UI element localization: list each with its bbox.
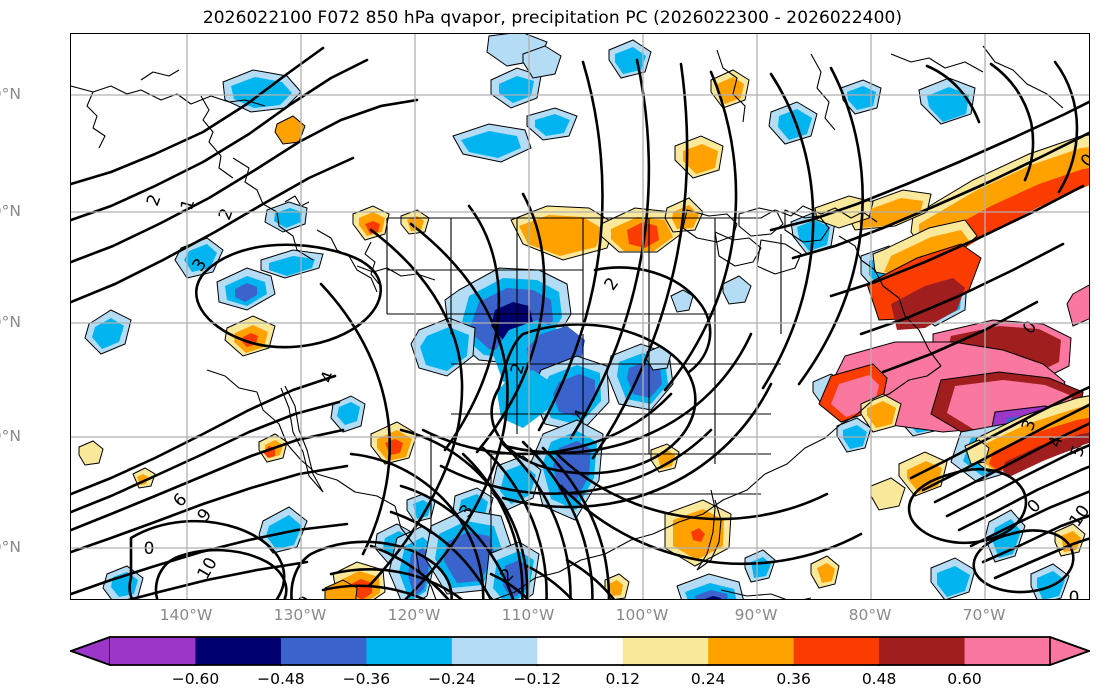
colorbar-tick-label: 0.12 (605, 670, 640, 688)
x-tick-label: 110°W (501, 606, 555, 624)
shaded-anomaly-field (78, 34, 1089, 599)
y-tick-label: 30°N (0, 427, 21, 445)
y-tick-label: 50°N (0, 202, 21, 220)
contour-label: 1 (177, 197, 199, 213)
colorbar-tick-label: −0.12 (513, 670, 562, 688)
x-tick-label: 130°W (273, 606, 327, 624)
colorbar-band (622, 637, 709, 665)
contour-label: 0 (144, 539, 155, 559)
contour-label: 4 (317, 369, 339, 386)
colorbar-canvas (70, 636, 1090, 666)
x-tick-label: 90°W (734, 606, 778, 624)
colorbar-tick-label: 0.36 (776, 670, 811, 688)
map-canvas: 212369010119042432298000345801008 (71, 34, 1090, 600)
y-tick-label: 40°N (0, 313, 21, 331)
colorbar-band (879, 637, 966, 665)
colorbar-outline (70, 636, 1090, 666)
colorbar-band (964, 637, 1051, 665)
colorbar[interactable] (70, 636, 1090, 666)
x-tick-label: 70°W (962, 606, 1006, 624)
contour-layer (71, 46, 1089, 599)
colorbar-tick-label: 0.48 (861, 670, 897, 688)
y-tick-label: 60°N (0, 85, 21, 103)
contour-label: 2 (601, 274, 624, 294)
colorbar-tick-label: −0.48 (257, 670, 305, 688)
colorbar-tick-label: −0.24 (428, 670, 476, 688)
contour-label: 2 (215, 206, 237, 223)
x-tick-label: 100°W (615, 606, 669, 624)
figure-title: 2026022100 F072 850 hPa qvapor, precipit… (202, 8, 903, 28)
x-tick-label: 120°W (387, 606, 441, 624)
contour-label: 2 (143, 192, 165, 209)
contour-label: 6 (170, 490, 192, 512)
colorbar-over-arrow (1049, 636, 1090, 666)
contour-label: 0 (1069, 588, 1080, 600)
colorbar-tick-label: −0.60 (171, 670, 220, 688)
colorbar-band (366, 637, 453, 665)
contour-label: 0 (1077, 150, 1090, 171)
colorbar-tick-label: 0.24 (690, 670, 726, 688)
x-tick-label: 140°W (159, 606, 213, 624)
colorbar-band (451, 637, 538, 665)
contour-label: 2 (507, 361, 529, 377)
contour-label: 9 (294, 592, 316, 600)
colorbar-band (195, 637, 282, 665)
x-tick-label: 80°W (848, 606, 892, 624)
contour-label: 0 (1024, 496, 1046, 518)
grid-layer (71, 34, 1089, 599)
y-tick-label: 20°N (0, 538, 21, 556)
colorbar-tick-label: −0.36 (342, 670, 391, 688)
contour-label: 4 (1045, 434, 1067, 450)
colorbar-band (793, 637, 880, 665)
colorbar-band (110, 637, 196, 665)
colorbar-tick-label: 0.60 (947, 670, 982, 688)
colorbar-band (537, 637, 624, 665)
colorbar-bands (70, 636, 1090, 666)
colorbar-band (280, 637, 367, 665)
map-plot-area: 212369010119042432298000345801008 (70, 33, 1090, 600)
colorbar-band (708, 637, 795, 665)
colorbar-under-arrow (70, 636, 111, 666)
